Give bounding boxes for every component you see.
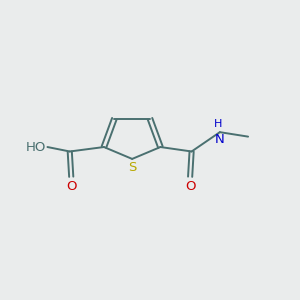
Text: S: S	[128, 161, 136, 174]
Text: O: O	[66, 180, 76, 193]
Text: O: O	[185, 180, 195, 193]
Text: HO: HO	[26, 140, 46, 154]
Text: H: H	[214, 119, 223, 129]
Text: N: N	[215, 133, 225, 146]
